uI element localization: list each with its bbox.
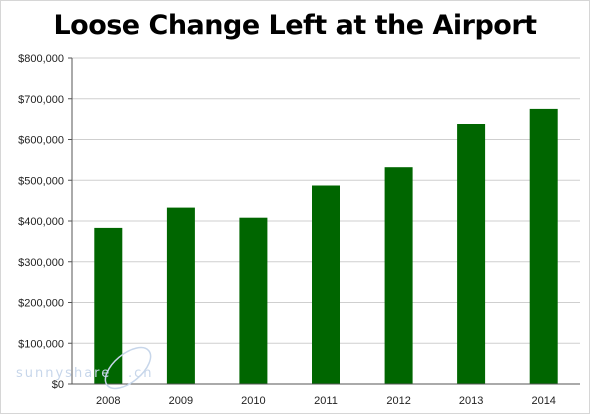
bar-2009	[166, 207, 195, 384]
x-tick-labels: 2008 2009 2010 2011 2012 2013 2014	[96, 395, 556, 407]
y-tick-label: $500,000	[18, 175, 64, 187]
x-tick-label: 2008	[96, 395, 120, 407]
x-tick-label: 2010	[241, 395, 265, 407]
y-tick-label: $400,000	[18, 216, 64, 228]
y-tick-label: $300,000	[18, 257, 64, 269]
watermark-suffix: .cn	[128, 366, 154, 381]
y-tick-labels: $0 $100,000 $200,000 $300,000 $400,000 $500,0…	[18, 53, 64, 391]
y-tick-label: $200,000	[18, 298, 64, 310]
y-tick-label: $600,000	[18, 135, 64, 147]
bar-2008	[94, 227, 123, 384]
bars	[94, 108, 558, 385]
bar-2013	[457, 124, 486, 384]
x-tick-label: 2013	[459, 395, 483, 407]
watermark-text: sunnyshare	[16, 366, 111, 381]
y-tick-label: $700,000	[18, 94, 64, 106]
bar-2014	[529, 108, 558, 385]
x-tick-label: 2012	[386, 395, 410, 407]
bar-2010	[239, 217, 268, 384]
chart-title: Loose Change Left at the Airport	[53, 10, 537, 41]
axes	[68, 57, 580, 385]
watermark-ring-icon	[104, 346, 152, 390]
bar-2012	[384, 167, 413, 384]
watermark: sunnyshare .cn	[16, 346, 154, 390]
x-tick-label: 2014	[531, 395, 555, 407]
y-tick-label: $0	[52, 379, 64, 391]
x-tick-label: 2011	[314, 395, 338, 407]
bar-2011	[312, 185, 340, 384]
y-tick-label: $800,000	[18, 53, 64, 65]
y-tick-label: $100,000	[18, 338, 64, 350]
x-tick-label: 2009	[169, 395, 193, 407]
